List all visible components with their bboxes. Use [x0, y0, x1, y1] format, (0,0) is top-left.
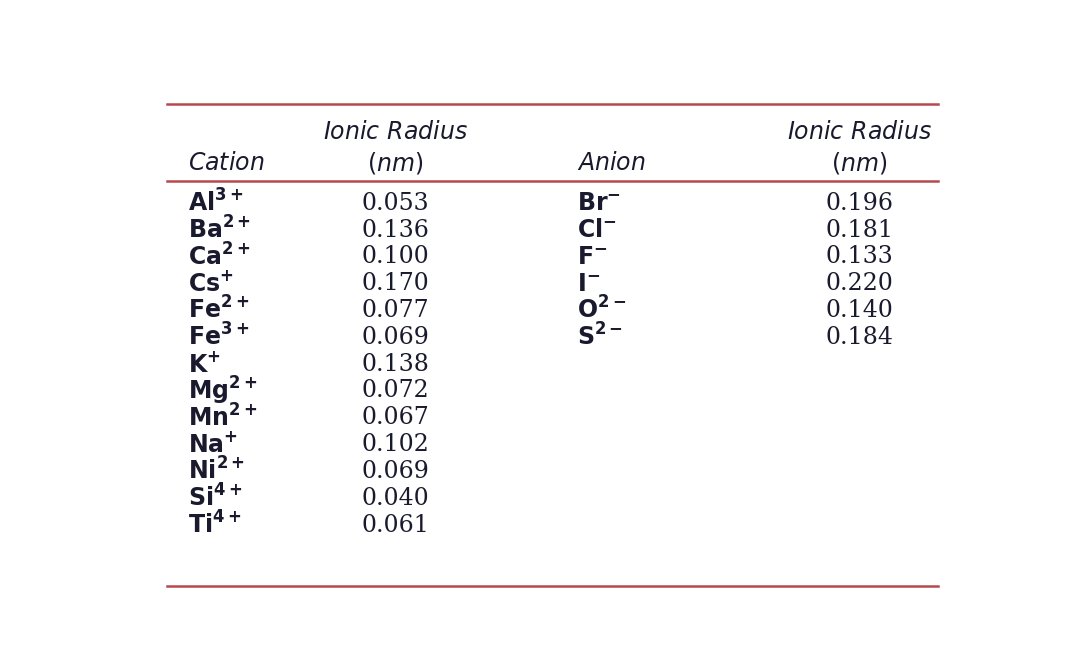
Text: $\mathit{Anion}$: $\mathit{Anion}$ [578, 151, 646, 175]
Text: $\mathbf{Mg}^{\mathbf{2+}}$: $\mathbf{Mg}^{\mathbf{2+}}$ [187, 375, 257, 407]
Text: $\mathbf{I}^{\mathbf{-}}$: $\mathbf{I}^{\mathbf{-}}$ [578, 271, 600, 295]
Text: 0.196: 0.196 [825, 192, 893, 214]
Text: $\mathit{Ionic\ Radius}$: $\mathit{Ionic\ Radius}$ [786, 120, 932, 144]
Text: 0.140: 0.140 [825, 299, 893, 322]
Text: $\mathbf{Fe}^{\mathbf{2+}}$: $\mathbf{Fe}^{\mathbf{2+}}$ [187, 297, 249, 324]
Text: $\mathbf{Na}^{\mathbf{+}}$: $\mathbf{Na}^{\mathbf{+}}$ [187, 432, 238, 457]
Text: 0.072: 0.072 [361, 379, 429, 403]
Text: 0.061: 0.061 [361, 514, 429, 537]
Text: $\mathbf{Al}^{\mathbf{3+}}$: $\mathbf{Al}^{\mathbf{3+}}$ [187, 190, 243, 217]
Text: 0.077: 0.077 [362, 299, 429, 322]
Text: 0.040: 0.040 [361, 487, 429, 510]
Text: 0.220: 0.220 [825, 272, 893, 295]
Text: $\mathbf{F}^{\mathbf{-}}$: $\mathbf{F}^{\mathbf{-}}$ [578, 245, 608, 269]
Text: $\mathit{(nm)}$: $\mathit{(nm)}$ [831, 150, 887, 176]
Text: $\mathbf{S}^{\mathbf{2-}}$: $\mathbf{S}^{\mathbf{2-}}$ [578, 324, 624, 351]
Text: 0.100: 0.100 [361, 245, 429, 269]
Text: 0.067: 0.067 [361, 406, 429, 429]
Text: $\mathit{(nm)}$: $\mathit{(nm)}$ [367, 150, 423, 176]
Text: $\mathit{Cation}$: $\mathit{Cation}$ [187, 151, 264, 175]
Text: $\mathbf{Ti}^{\mathbf{4+}}$: $\mathbf{Ti}^{\mathbf{4+}}$ [187, 511, 241, 539]
Text: 0.184: 0.184 [825, 326, 893, 349]
Text: $\mathbf{Ba}^{\mathbf{2+}}$: $\mathbf{Ba}^{\mathbf{2+}}$ [187, 216, 250, 244]
Text: $\mathbf{Cl}^{\mathbf{-}}$: $\mathbf{Cl}^{\mathbf{-}}$ [578, 218, 617, 242]
Text: $\mathbf{Ni}^{\mathbf{2+}}$: $\mathbf{Ni}^{\mathbf{2+}}$ [187, 458, 245, 485]
Text: 0.069: 0.069 [361, 460, 429, 483]
Text: $\mathbf{Fe}^{\mathbf{3+}}$: $\mathbf{Fe}^{\mathbf{3+}}$ [187, 324, 249, 351]
Text: $\mathbf{Cs}^{\mathbf{+}}$: $\mathbf{Cs}^{\mathbf{+}}$ [187, 271, 233, 296]
Text: 0.138: 0.138 [361, 352, 429, 376]
Text: $\mathbf{Br}^{\mathbf{-}}$: $\mathbf{Br}^{\mathbf{-}}$ [578, 191, 622, 215]
Text: 0.053: 0.053 [362, 192, 429, 214]
Text: $\mathbf{K}^{\mathbf{+}}$: $\mathbf{K}^{\mathbf{+}}$ [187, 352, 220, 377]
Text: 0.170: 0.170 [361, 272, 429, 295]
Text: 0.069: 0.069 [361, 326, 429, 349]
Text: $\mathbf{Ca}^{\mathbf{2+}}$: $\mathbf{Ca}^{\mathbf{2+}}$ [187, 243, 250, 271]
Text: 0.102: 0.102 [361, 433, 429, 456]
Text: 0.181: 0.181 [825, 218, 893, 241]
Text: 0.133: 0.133 [825, 245, 893, 269]
Text: $\mathbf{Mn}^{\mathbf{2+}}$: $\mathbf{Mn}^{\mathbf{2+}}$ [187, 404, 257, 431]
Text: $\mathbf{O}^{\mathbf{2-}}$: $\mathbf{O}^{\mathbf{2-}}$ [578, 297, 627, 324]
Text: $\mathit{Ionic\ Radius}$: $\mathit{Ionic\ Radius}$ [322, 120, 468, 144]
Text: 0.136: 0.136 [361, 218, 429, 241]
Text: $\mathbf{Si}^{\mathbf{4+}}$: $\mathbf{Si}^{\mathbf{4+}}$ [187, 484, 242, 512]
